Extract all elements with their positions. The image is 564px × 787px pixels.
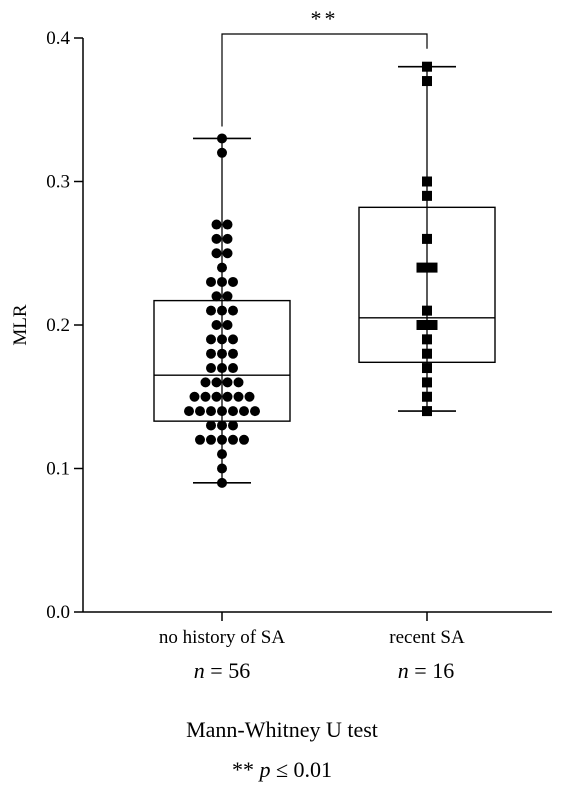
group-count-recent: n = 16 (326, 658, 526, 684)
data-point (184, 406, 194, 417)
data-point (217, 147, 227, 158)
data-point (416, 320, 427, 330)
significance-note: ** p ≤ 0.01 (0, 757, 564, 783)
data-point (422, 363, 432, 374)
data-point (422, 377, 432, 388)
box (358, 206, 496, 364)
data-point (211, 377, 222, 388)
data-point (217, 434, 227, 445)
data-point (206, 420, 216, 431)
data-point (211, 248, 222, 259)
data-point (422, 348, 432, 359)
data-point (195, 406, 205, 417)
data-point (222, 320, 233, 330)
group-count-no-history: n = 56 (122, 658, 322, 684)
data-point (217, 276, 227, 287)
data-point (206, 276, 216, 287)
data-point (422, 334, 432, 345)
note-p: p (259, 757, 271, 782)
data-point (217, 348, 227, 359)
data-point (222, 233, 233, 244)
data-point (427, 320, 438, 330)
n-equals: = (204, 658, 229, 683)
data-point (239, 434, 249, 445)
data-point (217, 477, 227, 488)
x-tick-label: no history of SA (159, 627, 285, 648)
data-point (422, 406, 432, 417)
data-point (217, 262, 227, 273)
data-point (222, 377, 233, 388)
n-value: 56 (228, 658, 251, 683)
note-stars: ** (231, 757, 254, 782)
data-point (422, 391, 432, 402)
data-point (211, 219, 222, 230)
significance-bracket (221, 33, 428, 127)
data-point (222, 219, 233, 230)
y-tick-label: 0.4 (46, 28, 70, 49)
data-point (422, 176, 432, 187)
data-point (206, 406, 216, 417)
data-point (217, 449, 227, 460)
data-point (222, 291, 233, 302)
data-point (416, 262, 427, 273)
note-rest: ≤ 0.01 (270, 757, 333, 782)
data-point (228, 334, 238, 345)
data-point (233, 377, 244, 388)
data-point (233, 391, 244, 402)
data-point (228, 348, 238, 359)
data-point (217, 133, 227, 144)
data-point (206, 334, 216, 345)
data-point (427, 262, 438, 273)
data-point (228, 420, 238, 431)
data-point (422, 305, 432, 316)
y-tick-label: 0.1 (46, 459, 70, 480)
data-point (211, 320, 222, 330)
data-point (244, 391, 255, 402)
data-point (200, 391, 211, 402)
data-point (195, 434, 205, 445)
data-point (422, 190, 432, 201)
n-symbol: n (193, 658, 205, 683)
data-point (422, 61, 432, 72)
data-point (250, 406, 260, 417)
data-point (206, 434, 216, 445)
data-point (228, 276, 238, 287)
data-point (422, 76, 432, 87)
data-point (217, 363, 227, 374)
data-point (222, 248, 233, 259)
data-point (217, 305, 227, 316)
data-point (200, 377, 211, 388)
y-tick-label: 0.0 (46, 602, 70, 623)
data-point (211, 233, 222, 244)
data-point (228, 363, 238, 374)
data-point (217, 420, 227, 431)
data-point (206, 305, 216, 316)
data-point (228, 434, 238, 445)
data-point (211, 391, 222, 402)
y-tick-label: 0.2 (46, 315, 70, 336)
significance-label: ** (311, 6, 339, 31)
x-tick-label: recent SA (389, 627, 465, 648)
data-point (217, 334, 227, 345)
data-point (217, 463, 227, 474)
data-point (228, 305, 238, 316)
data-point (206, 348, 216, 359)
data-point (211, 291, 222, 302)
data-point (422, 233, 432, 244)
n-value: 16 (432, 658, 455, 683)
y-axis-label: MLR (10, 304, 31, 346)
data-point (217, 406, 227, 417)
data-point (206, 363, 216, 374)
y-tick-label: 0.3 (46, 172, 70, 193)
data-point (222, 391, 233, 402)
data-point (228, 406, 238, 417)
test-name: Mann-Whitney U test (186, 717, 378, 742)
data-point (189, 391, 200, 402)
data-point (239, 406, 249, 417)
n-symbol: n (397, 658, 409, 683)
n-equals: = (408, 658, 433, 683)
